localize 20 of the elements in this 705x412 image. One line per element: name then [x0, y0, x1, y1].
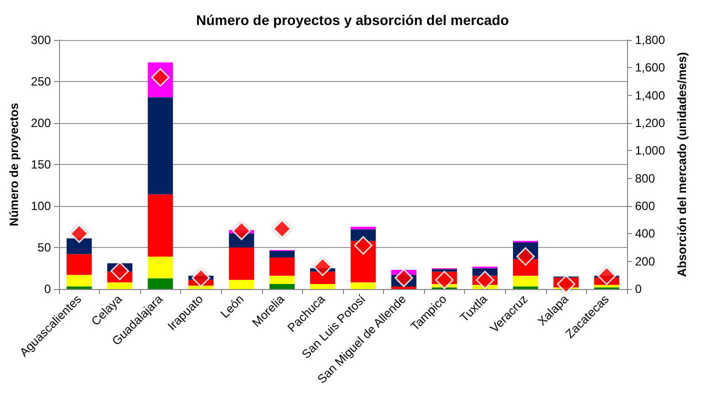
chart-title: Número de proyectos y absorción del mercado [196, 12, 509, 28]
y2-tick-label: 1,200 [635, 116, 666, 130]
y2-tick-label: 1,000 [635, 144, 666, 158]
y-tick-label: 250 [30, 74, 52, 88]
y2-tick-label: 200 [635, 254, 656, 268]
y-tick-label: 150 [30, 158, 52, 172]
y2-tick-label: 1,600 [635, 60, 666, 75]
y2-tick-label: 600 [635, 199, 656, 213]
y-tick-label: 200 [30, 116, 52, 130]
y-tick-label: 300 [30, 33, 52, 47]
y2-tick-label: 800 [635, 171, 656, 186]
y2-tick-label: 1,400 [635, 88, 666, 102]
y-axis-title: Número de proyectos [7, 102, 21, 226]
y-tick-label: 50 [38, 240, 52, 254]
y2-tick-label: 400 [635, 226, 656, 241]
y-tick-label: 100 [30, 199, 52, 213]
y2-axis-title: Absorción del mercado (unidades/mes) [674, 52, 689, 277]
y2-tick-label: 0 [635, 282, 642, 296]
y-tick-label: 0 [44, 282, 52, 296]
y2-tick-label: 1,800 [635, 33, 666, 47]
